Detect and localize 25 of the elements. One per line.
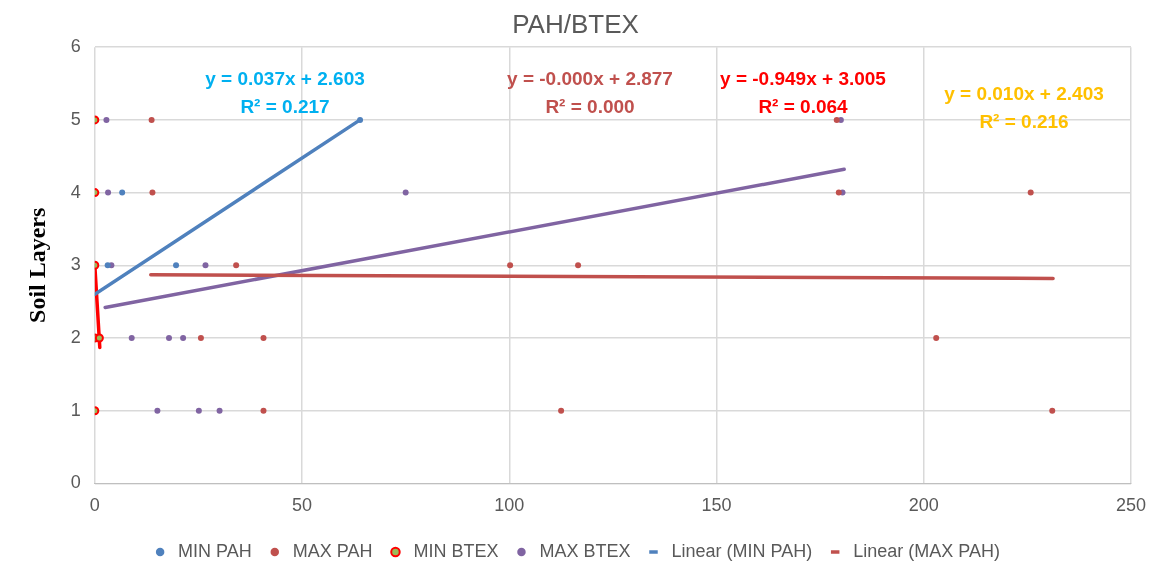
x-tick-label: 50 — [292, 495, 313, 516]
annotation: y = -0.000x + 2.877 R² = 0.000 — [507, 68, 673, 118]
y-tick-label: 1 — [70, 399, 81, 420]
y-tick-label: 6 — [70, 36, 81, 57]
legend-label: Linear (MIN PAH) — [671, 540, 813, 561]
x-tick-label: 100 — [494, 495, 525, 516]
legend-label: MIN PAH — [178, 540, 252, 561]
legend-label: Linear (MAX PAH) — [853, 540, 1000, 561]
annotation: y = -0.949x + 3.005 R² = 0.064 — [720, 68, 887, 118]
annotation: y = 0.010x + 2.403 R² = 0.216 — [944, 83, 1104, 133]
chart-title: PAH/BTEX — [512, 8, 639, 39]
y-tick-label: 0 — [70, 472, 81, 493]
y-tick-label: 4 — [70, 181, 81, 202]
y-tick-label: 3 — [70, 254, 81, 275]
x-tick-label: 200 — [908, 495, 939, 516]
x-tick-label: 150 — [701, 495, 732, 516]
x-tick-label: 250 — [1115, 495, 1147, 516]
y-axis-title: Soil Layers — [23, 207, 50, 323]
x-tick-label: 0 — [89, 495, 100, 516]
annotation: y = 0.037x + 2.603 R² = 0.217 — [205, 68, 365, 118]
y-tick-label: 2 — [70, 326, 81, 347]
legend-label: MIN BTEX — [413, 540, 499, 561]
legend-label: MAX PAH — [292, 540, 373, 561]
legend-label: MAX BTEX — [539, 540, 631, 561]
y-tick-label: 5 — [70, 108, 81, 129]
